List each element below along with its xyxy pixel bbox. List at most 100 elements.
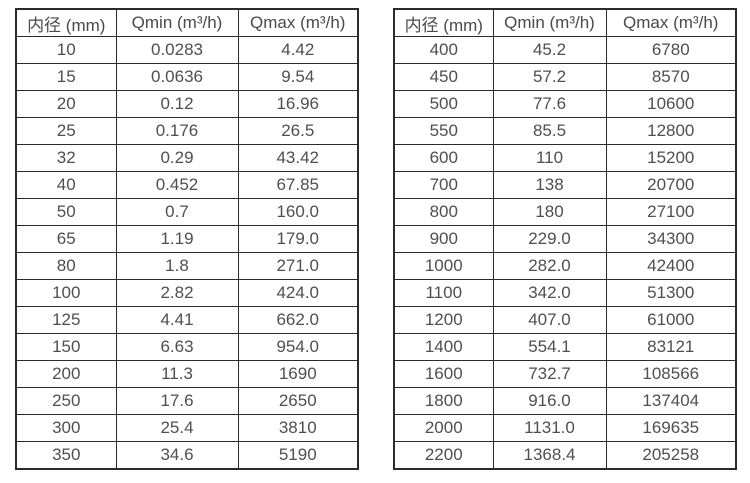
table-cell: 2.82 <box>115 279 239 307</box>
table-cell: 10600 <box>605 90 737 118</box>
table-cell: 40 <box>15 171 117 199</box>
table-cell: 25.4 <box>115 414 239 442</box>
table-row: 300 25.4 3810 <box>15 414 359 442</box>
table-cell: 250 <box>15 387 117 415</box>
table-cell: 61000 <box>605 306 737 334</box>
table-cell: 2650 <box>237 387 359 415</box>
table-row: 350 34.6 5190 <box>15 441 359 470</box>
table-cell: 80 <box>15 252 117 280</box>
table-row: 600 110 15200 <box>393 144 737 172</box>
table-cell: 700 <box>393 171 494 199</box>
table-cell: 8570 <box>605 63 737 91</box>
table-row: 25 0.176 26.5 <box>15 117 359 145</box>
table-cell: 0.452 <box>115 171 239 199</box>
table-row: 15 0.0636 9.54 <box>15 63 359 91</box>
header-row: 内径 (mm) Qmin (m³/h) Qmax (m³/h) <box>393 8 737 37</box>
table-cell: 42400 <box>605 252 737 280</box>
table-cell: 424.0 <box>237 279 359 307</box>
header-cell: Qmin (m³/h) <box>115 8 239 37</box>
table-row: 50 0.7 160.0 <box>15 198 359 226</box>
table-cell: 1400 <box>393 333 494 361</box>
table-cell: 900 <box>393 225 494 253</box>
table-cell: 0.7 <box>115 198 239 226</box>
table-row: 700 138 20700 <box>393 171 737 199</box>
table-cell: 26.5 <box>237 117 359 145</box>
table-cell: 1800 <box>393 387 494 415</box>
table-cell: 27100 <box>605 198 737 226</box>
table-cell: 83121 <box>605 333 737 361</box>
table-row: 80 1.8 271.0 <box>15 252 359 280</box>
table-cell: 150 <box>15 333 117 361</box>
table-cell: 50 <box>15 198 117 226</box>
table-row: 40 0.452 67.85 <box>15 171 359 199</box>
table-cell: 0.176 <box>115 117 239 145</box>
table-cell: 271.0 <box>237 252 359 280</box>
table-cell: 229.0 <box>492 225 607 253</box>
table-cell: 17.6 <box>115 387 239 415</box>
table-cell: 500 <box>393 90 494 118</box>
table-row: 1000 282.0 42400 <box>393 252 737 280</box>
table-cell: 4.42 <box>237 36 359 64</box>
table-cell: 200 <box>15 360 117 388</box>
flow-rate-tables: 内径 (mm) Qmin (m³/h) Qmax (m³/h) 10 0.0283 4.4… <box>15 8 737 470</box>
table-cell: 2000 <box>393 414 494 442</box>
table-cell: 550 <box>393 117 494 145</box>
table-cell: 300 <box>15 414 117 442</box>
table-cell: 15200 <box>605 144 737 172</box>
table-cell: 554.1 <box>492 333 607 361</box>
table-row: 2200 1368.4 205258 <box>393 441 737 470</box>
table-cell: 51300 <box>605 279 737 307</box>
table-row: 1400 554.1 83121 <box>393 333 737 361</box>
table-cell: 10 <box>15 36 117 64</box>
table-row: 1800 916.0 137404 <box>393 387 737 415</box>
table-cell: 0.29 <box>115 144 239 172</box>
table-cell: 160.0 <box>237 198 359 226</box>
table-cell: 1600 <box>393 360 494 388</box>
table-cell: 732.7 <box>492 360 607 388</box>
table-cell: 0.0283 <box>115 36 239 64</box>
table-cell: 2200 <box>393 441 494 470</box>
table-cell: 11.3 <box>115 360 239 388</box>
table-row: 550 85.5 12800 <box>393 117 737 145</box>
table-cell: 800 <box>393 198 494 226</box>
table-row: 1200 407.0 61000 <box>393 306 737 334</box>
table-cell: 205258 <box>605 441 737 470</box>
table-cell: 1100 <box>393 279 494 307</box>
table-cell: 916.0 <box>492 387 607 415</box>
table-cell: 1.8 <box>115 252 239 280</box>
table-cell: 138 <box>492 171 607 199</box>
header-cell: 内径 (mm) <box>393 8 494 37</box>
table-cell: 77.6 <box>492 90 607 118</box>
table-cell: 5190 <box>237 441 359 470</box>
table-cell: 125 <box>15 306 117 334</box>
table-cell: 0.12 <box>115 90 239 118</box>
table-row: 150 6.63 954.0 <box>15 333 359 361</box>
table-cell: 32 <box>15 144 117 172</box>
table-cell: 954.0 <box>237 333 359 361</box>
table-cell: 179.0 <box>237 225 359 253</box>
table-cell: 6.63 <box>115 333 239 361</box>
table-cell: 342.0 <box>492 279 607 307</box>
table-row: 400 45.2 6780 <box>393 36 737 64</box>
table-cell: 169635 <box>605 414 737 442</box>
table-row: 2000 1131.0 169635 <box>393 414 737 442</box>
table-row: 1600 732.7 108566 <box>393 360 737 388</box>
header-cell: Qmin (m³/h) <box>492 8 607 37</box>
table-cell: 20 <box>15 90 117 118</box>
table-cell: 25 <box>15 117 117 145</box>
header-row: 内径 (mm) Qmin (m³/h) Qmax (m³/h) <box>15 8 359 37</box>
table-cell: 1690 <box>237 360 359 388</box>
table-cell: 282.0 <box>492 252 607 280</box>
table-cell: 450 <box>393 63 494 91</box>
table-cell: 43.42 <box>237 144 359 172</box>
table-cell: 110 <box>492 144 607 172</box>
table-cell: 3810 <box>237 414 359 442</box>
table-cell: 1.19 <box>115 225 239 253</box>
table-row: 125 4.41 662.0 <box>15 306 359 334</box>
table-cell: 1200 <box>393 306 494 334</box>
table-cell: 662.0 <box>237 306 359 334</box>
table-cell: 15 <box>15 63 117 91</box>
table-row: 800 180 27100 <box>393 198 737 226</box>
table-row: 1100 342.0 51300 <box>393 279 737 307</box>
table-cell: 100 <box>15 279 117 307</box>
